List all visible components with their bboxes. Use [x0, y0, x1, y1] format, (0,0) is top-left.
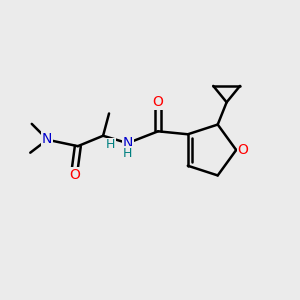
- Text: O: O: [69, 168, 80, 182]
- Text: N: N: [123, 136, 133, 150]
- Text: O: O: [153, 95, 164, 110]
- Text: H: H: [123, 146, 133, 160]
- Text: H: H: [106, 138, 115, 151]
- Text: N: N: [41, 132, 52, 146]
- Text: O: O: [237, 143, 248, 157]
